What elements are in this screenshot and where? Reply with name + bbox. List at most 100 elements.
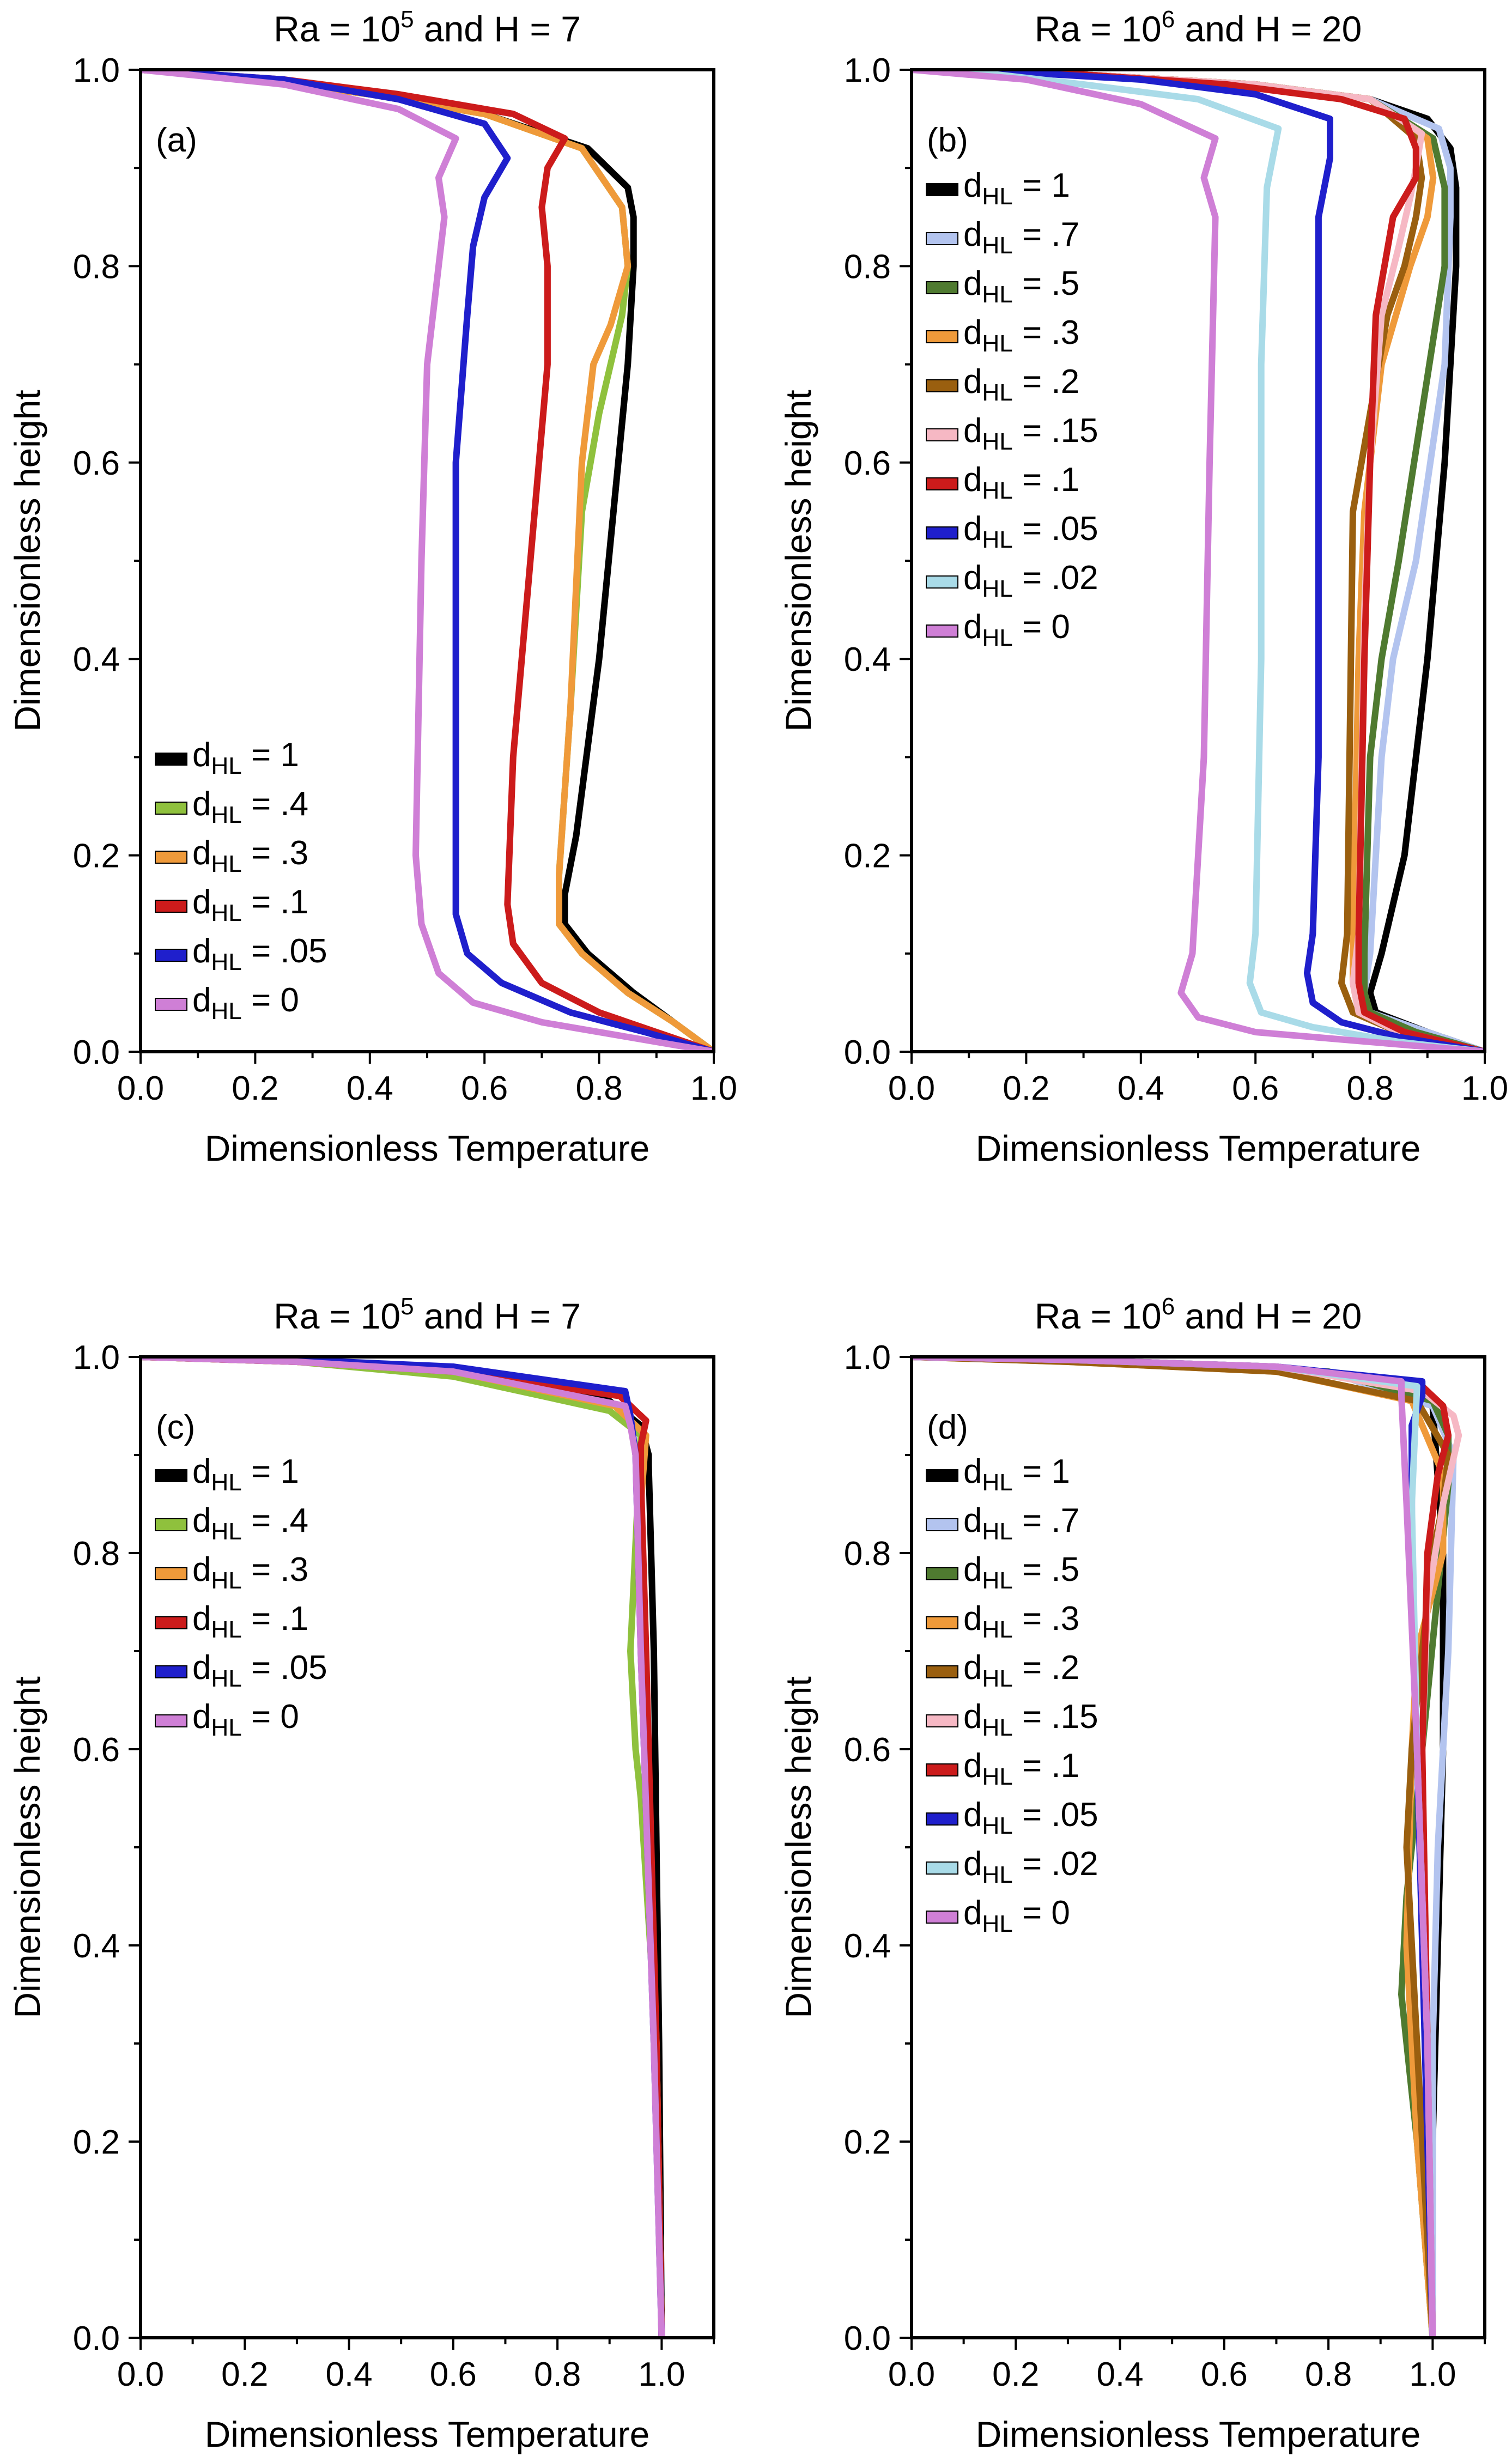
legend-entry-label: dHL = .05 bbox=[963, 1796, 1098, 1839]
y-tick-label: 0.8 bbox=[73, 248, 120, 286]
series-line-8 bbox=[912, 70, 1485, 1052]
y-tick-label: 0.2 bbox=[73, 2124, 120, 2161]
legend-entry-label: dHL = .05 bbox=[963, 510, 1098, 553]
legend-swatch bbox=[926, 1469, 958, 1482]
legend-entry-label: dHL = .5 bbox=[963, 265, 1079, 308]
x-tick-label: 0.4 bbox=[325, 2356, 372, 2393]
legend-swatch bbox=[926, 428, 958, 441]
y-axis-label: Dimensionless height bbox=[7, 1676, 47, 2018]
legend-swatch bbox=[926, 1518, 958, 1531]
y-tick-label: 0.0 bbox=[844, 2320, 891, 2357]
y-tick-label: 0.4 bbox=[73, 641, 120, 678]
x-tick-label: 0.0 bbox=[888, 2356, 935, 2393]
legend-entry-label: dHL = .1 bbox=[192, 883, 308, 926]
x-tick-label: 0.0 bbox=[888, 1070, 935, 1107]
x-axis-label: Dimensionless Temperature bbox=[976, 1128, 1421, 1168]
chart-panel-4: 0.0 0.2 0.4 0.6 0.8 1.0 0.0 0.2 0.4 0.6 0.8 1.0 Dime… bbox=[778, 1293, 1486, 2454]
legend-swatch bbox=[926, 1665, 958, 1678]
legend-entry-label: dHL = 0 bbox=[963, 1894, 1070, 1937]
x-tick-label: 0.6 bbox=[1201, 2356, 1248, 2393]
y-tick-label: 0.4 bbox=[73, 1927, 120, 1965]
legend-entry-label: dHL = 0 bbox=[192, 1698, 299, 1741]
legend-swatch bbox=[926, 379, 958, 392]
series-line-4 bbox=[141, 70, 714, 1052]
x-tick-label: 1.0 bbox=[690, 1070, 737, 1107]
y-tick-label: 0.6 bbox=[844, 445, 891, 482]
legend-swatch bbox=[155, 1518, 187, 1531]
legend-entry-label: dHL = .4 bbox=[192, 785, 308, 828]
y-axis-label: Dimensionless height bbox=[778, 1676, 818, 2018]
legend-swatch bbox=[926, 1763, 958, 1776]
x-tick-label: 0.6 bbox=[430, 2356, 477, 2393]
series-line-6 bbox=[141, 70, 714, 1052]
legend-swatch bbox=[155, 949, 187, 962]
legend-entry-label: dHL = 0 bbox=[963, 608, 1070, 651]
legend-swatch bbox=[926, 1861, 958, 1875]
legend-swatch bbox=[926, 1911, 958, 1924]
y-tick-label: 0.8 bbox=[844, 248, 891, 286]
legend-entry-label: dHL = .1 bbox=[963, 461, 1079, 504]
x-tick-label: 1.0 bbox=[1461, 1070, 1508, 1107]
legend-swatch bbox=[926, 1567, 958, 1580]
legend-swatch bbox=[155, 1567, 187, 1580]
x-axis-label: Dimensionless Temperature bbox=[205, 2414, 650, 2454]
chart-title: Ra = 106 and H = 20 bbox=[1035, 1293, 1362, 1336]
chart-title: Ra = 105 and H = 7 bbox=[274, 6, 581, 49]
x-tick-label: 0.0 bbox=[117, 2356, 164, 2393]
panel-label: (d) bbox=[927, 1409, 968, 1446]
legend-entry-label: dHL = .05 bbox=[192, 932, 327, 975]
legend-entry-label: dHL = .3 bbox=[192, 1551, 308, 1594]
y-tick-label: 0.2 bbox=[73, 838, 120, 875]
legend-entry-label: dHL = .15 bbox=[963, 1698, 1098, 1741]
legend-swatch bbox=[926, 281, 958, 294]
series-line-10 bbox=[912, 70, 1485, 1052]
chart-title: Ra = 106 and H = 20 bbox=[1035, 6, 1362, 49]
legend-entry-label: dHL = .2 bbox=[963, 363, 1079, 406]
x-tick-label: 0.4 bbox=[1096, 2356, 1143, 2393]
plot-area bbox=[912, 1357, 1462, 2338]
legend-swatch bbox=[155, 802, 187, 815]
legend-entry-label: dHL = .02 bbox=[963, 1845, 1098, 1888]
x-tick-label: 0.4 bbox=[347, 1070, 393, 1107]
legend-entry-label: dHL = .7 bbox=[963, 1502, 1079, 1545]
legend: dHL = 1 dHL = .4 dHL = .3 dHL = .1 dHL = .05… bbox=[155, 1453, 327, 1741]
plot-area bbox=[912, 70, 1485, 1052]
panel-label: (c) bbox=[156, 1409, 195, 1446]
legend-entry-label: dHL = 1 bbox=[963, 1453, 1070, 1496]
series-line-6 bbox=[141, 1357, 665, 2338]
y-tick-label: 0.2 bbox=[844, 2124, 891, 2161]
legend: dHL = 1 dHL = .7 dHL = .5 dHL = .3 dHL = .2 d… bbox=[926, 167, 1098, 651]
legend-entry-label: dHL = 1 bbox=[192, 736, 299, 779]
x-tick-label: 0.2 bbox=[1003, 1070, 1049, 1107]
series-line-9 bbox=[912, 70, 1485, 1052]
series-line-3 bbox=[141, 70, 714, 1052]
plot-area bbox=[141, 1357, 665, 2338]
x-tick-label: 0.8 bbox=[534, 2356, 581, 2393]
y-tick-label: 1.0 bbox=[73, 1339, 120, 1376]
y-tick-label: 0.6 bbox=[73, 445, 120, 482]
x-tick-label: 0.8 bbox=[575, 1070, 622, 1107]
legend-entry-label: dHL = .02 bbox=[963, 559, 1098, 602]
legend-entry-label: dHL = .3 bbox=[192, 834, 308, 877]
legend-entry-label: dHL = .3 bbox=[963, 314, 1079, 357]
y-tick-label: 0.8 bbox=[844, 1535, 891, 1573]
y-tick-label: 0.4 bbox=[844, 1927, 891, 1965]
legend-swatch bbox=[155, 998, 187, 1011]
y-tick-label: 0.0 bbox=[73, 2320, 120, 2357]
x-tick-label: 1.0 bbox=[638, 2356, 685, 2393]
legend-swatch bbox=[926, 232, 958, 245]
legend-swatch bbox=[926, 1812, 958, 1826]
series-line-5 bbox=[141, 70, 714, 1052]
legend: dHL = 1 dHL = .7 dHL = .5 dHL = .3 dHL = .2 d… bbox=[926, 1453, 1098, 1937]
legend-swatch bbox=[926, 526, 958, 539]
legend-swatch bbox=[155, 1469, 187, 1482]
chart-panel-3: 0.0 0.2 0.4 0.6 0.8 1.0 0.0 0.2 0.4 0.6 0.8 1.0 Dime… bbox=[7, 1293, 715, 2454]
x-axis-label: Dimensionless Temperature bbox=[976, 2414, 1421, 2454]
legend-entry-label: dHL = .1 bbox=[192, 1600, 308, 1643]
x-tick-label: 0.2 bbox=[221, 2356, 268, 2393]
chart-panel-1: 0.0 0.2 0.4 0.6 0.8 1.0 0.0 0.2 0.4 0.6 0.8 1.0 Dime… bbox=[7, 6, 737, 1168]
y-tick-label: 0.0 bbox=[844, 1034, 891, 1071]
x-tick-label: 0.4 bbox=[1118, 1070, 1164, 1107]
legend-swatch bbox=[155, 900, 187, 913]
